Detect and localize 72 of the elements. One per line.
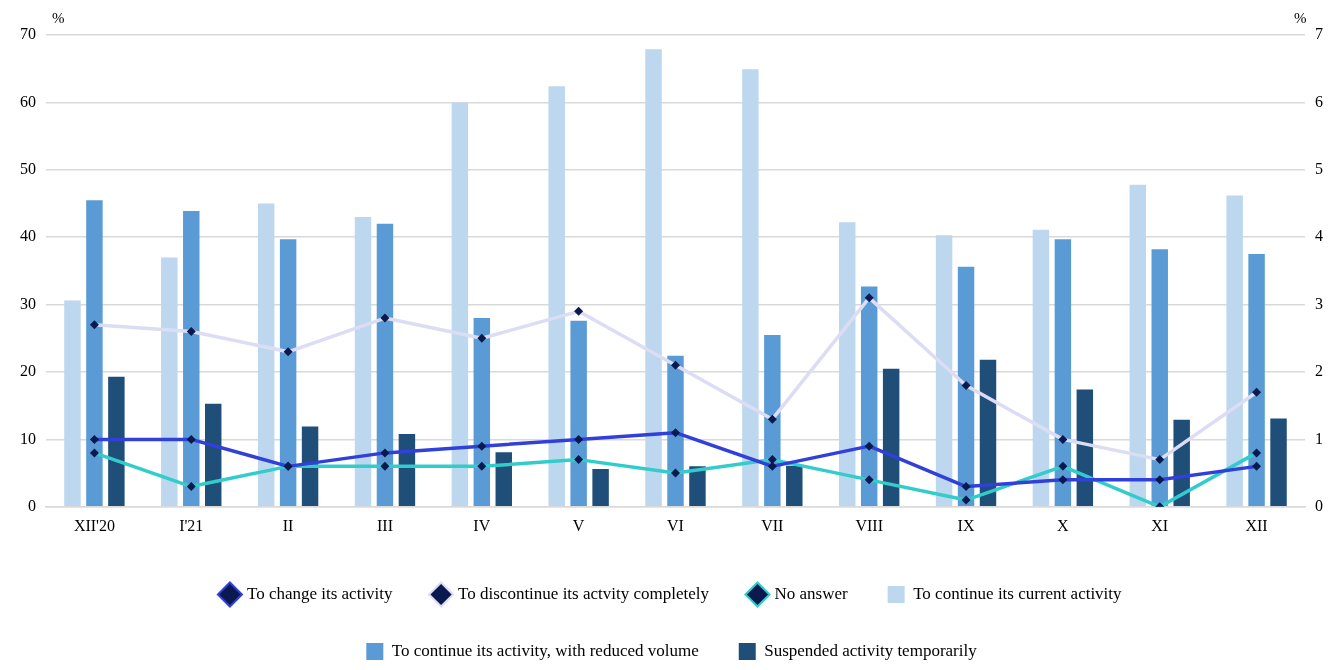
y-axis-title: %	[52, 10, 65, 27]
y-tick-label: 40	[20, 227, 36, 245]
bar	[957, 266, 975, 507]
bar	[839, 222, 856, 507]
x-tick-label: III	[376, 516, 393, 534]
x-tick-label: I'21	[179, 516, 204, 534]
bar	[204, 403, 222, 507]
x-tick-label: IX	[957, 516, 975, 534]
bar	[257, 203, 275, 507]
x-tick-label: II	[282, 516, 294, 534]
bar	[1032, 229, 1050, 507]
bar	[376, 223, 394, 507]
y-tick-label: 50	[20, 160, 36, 177]
bar	[764, 334, 781, 507]
bar	[570, 320, 587, 507]
bar	[667, 355, 684, 507]
bar	[86, 200, 103, 507]
y2-tick-label: 2	[1315, 362, 1323, 380]
x-tick-label: XI	[1151, 516, 1169, 534]
legend-label: To change its activity	[246, 583, 394, 603]
legend-label: To continue its activity, with reduced volume	[391, 640, 699, 660]
x-tick-label: V	[572, 516, 585, 534]
y-tick-label: 60	[20, 92, 36, 110]
bar	[354, 216, 372, 507]
bar	[548, 86, 565, 507]
bar	[1151, 249, 1168, 507]
bar	[1270, 418, 1287, 507]
y2-tick-label: 5	[1315, 160, 1323, 177]
x-tick-label: VIII	[855, 516, 883, 534]
y2-axis-title: %	[1294, 10, 1307, 27]
y2-tick-label: 6	[1315, 92, 1323, 110]
bar	[451, 102, 469, 507]
y2-tick-label: 7	[1315, 25, 1323, 43]
y-tick-label: 10	[20, 429, 36, 447]
bar	[592, 469, 609, 507]
bar	[108, 376, 125, 507]
bar	[1248, 254, 1265, 507]
bar	[882, 368, 900, 507]
legend-label: To discontinue its actvity completely	[458, 583, 710, 603]
bar	[279, 239, 297, 507]
bar	[495, 452, 512, 507]
y-tick-label: 30	[20, 294, 36, 312]
x-tick-label: XII'20	[73, 516, 115, 534]
x-tick-label: X	[1057, 516, 1070, 534]
bar	[645, 49, 662, 507]
x-tick-label: XII	[1245, 516, 1268, 534]
bar	[786, 465, 803, 507]
bar	[161, 257, 178, 507]
y-tick-label: 0	[28, 497, 36, 514]
x-tick-label: VII	[761, 516, 784, 534]
bar	[1226, 195, 1243, 507]
legend-label: To continue its current activity	[913, 583, 1123, 603]
legend-label: No answer	[774, 583, 848, 603]
x-tick-label: VI	[667, 516, 684, 534]
bar	[64, 300, 81, 507]
bar	[473, 318, 491, 507]
bar	[183, 210, 200, 507]
x-tick-label: IV	[473, 516, 491, 534]
bar	[935, 235, 953, 507]
bar	[1054, 239, 1072, 507]
legend-label: Suspended activity temporarily	[764, 640, 978, 660]
y2-tick-label: 0	[1315, 497, 1323, 514]
y2-tick-label: 4	[1315, 227, 1323, 245]
bar	[979, 359, 997, 507]
bar	[860, 286, 878, 507]
bar	[1129, 184, 1147, 507]
bar	[742, 69, 759, 507]
y2-tick-label: 1	[1315, 429, 1323, 447]
bar	[689, 466, 706, 507]
y-tick-label: 20	[20, 362, 36, 380]
y2-tick-label: 3	[1315, 294, 1323, 312]
y-tick-label: 70	[20, 25, 36, 43]
